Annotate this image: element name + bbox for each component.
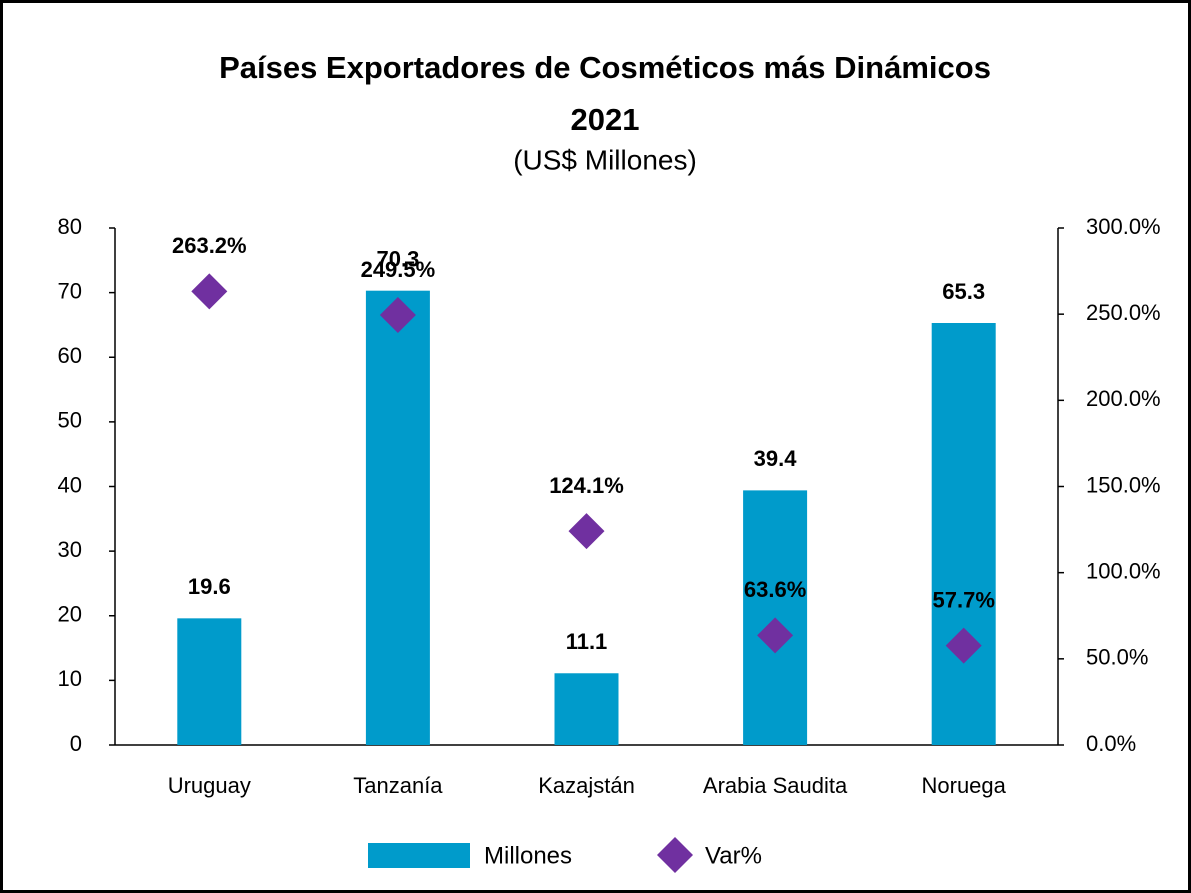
bar-value-label: 19.6 bbox=[188, 574, 231, 599]
legend-swatch bbox=[368, 843, 470, 868]
marker bbox=[191, 273, 228, 310]
bar-value-label: 11.1 bbox=[566, 629, 608, 654]
y2-tick-label: 50.0% bbox=[1086, 645, 1148, 670]
y-tick-label: 70 bbox=[58, 278, 82, 303]
legend-label: Millones bbox=[484, 842, 572, 869]
chart-subtitle: (US$ Millones) bbox=[513, 144, 697, 175]
y2-tick-label: 300.0% bbox=[1086, 214, 1161, 239]
y2-tick-label: 150.0% bbox=[1086, 472, 1161, 497]
marker-value-label: 63.6% bbox=[744, 577, 806, 602]
marker bbox=[568, 513, 605, 550]
bar-value-label: 70.3 bbox=[376, 246, 419, 271]
x-tick-label: Kazajstán bbox=[538, 773, 635, 798]
legend-swatch bbox=[657, 837, 693, 873]
x-tick-label: Arabia Saudita bbox=[703, 773, 848, 798]
marker-value-label: 249.5% bbox=[361, 257, 436, 282]
y2-tick-label: 200.0% bbox=[1086, 386, 1161, 411]
x-tick-label: Tanzanía bbox=[353, 773, 443, 798]
chart-title: Países Exportadores de Cosméticos más Di… bbox=[219, 50, 991, 85]
y-tick-label: 60 bbox=[58, 343, 82, 368]
y-tick-label: 80 bbox=[58, 214, 82, 239]
marker-value-label: 57.7% bbox=[933, 587, 995, 612]
y2-tick-label: 0.0% bbox=[1086, 731, 1136, 756]
y-tick-label: 40 bbox=[58, 472, 82, 497]
y2-tick-label: 100.0% bbox=[1086, 558, 1161, 583]
x-tick-label: Noruega bbox=[922, 773, 1007, 798]
bar bbox=[365, 290, 430, 745]
marker bbox=[757, 617, 794, 654]
marker-value-label: 263.2% bbox=[172, 233, 247, 258]
y-tick-label: 10 bbox=[58, 666, 82, 691]
marker bbox=[945, 627, 982, 664]
chart-title: 2021 bbox=[571, 102, 640, 137]
marker bbox=[379, 297, 416, 334]
bar bbox=[554, 673, 619, 745]
legend-label: Var% bbox=[705, 842, 762, 869]
x-tick-label: Uruguay bbox=[168, 773, 251, 798]
y-tick-label: 50 bbox=[58, 408, 82, 433]
bar bbox=[931, 322, 996, 745]
bar-value-label: 39.4 bbox=[754, 446, 798, 471]
marker-value-label: 124.1% bbox=[549, 473, 624, 498]
bar bbox=[177, 618, 242, 745]
y2-tick-label: 250.0% bbox=[1086, 300, 1161, 325]
y-tick-label: 0 bbox=[70, 731, 82, 756]
y-tick-label: 20 bbox=[58, 602, 82, 627]
y-tick-label: 30 bbox=[58, 537, 82, 562]
bar-value-label: 65.3 bbox=[942, 279, 985, 304]
